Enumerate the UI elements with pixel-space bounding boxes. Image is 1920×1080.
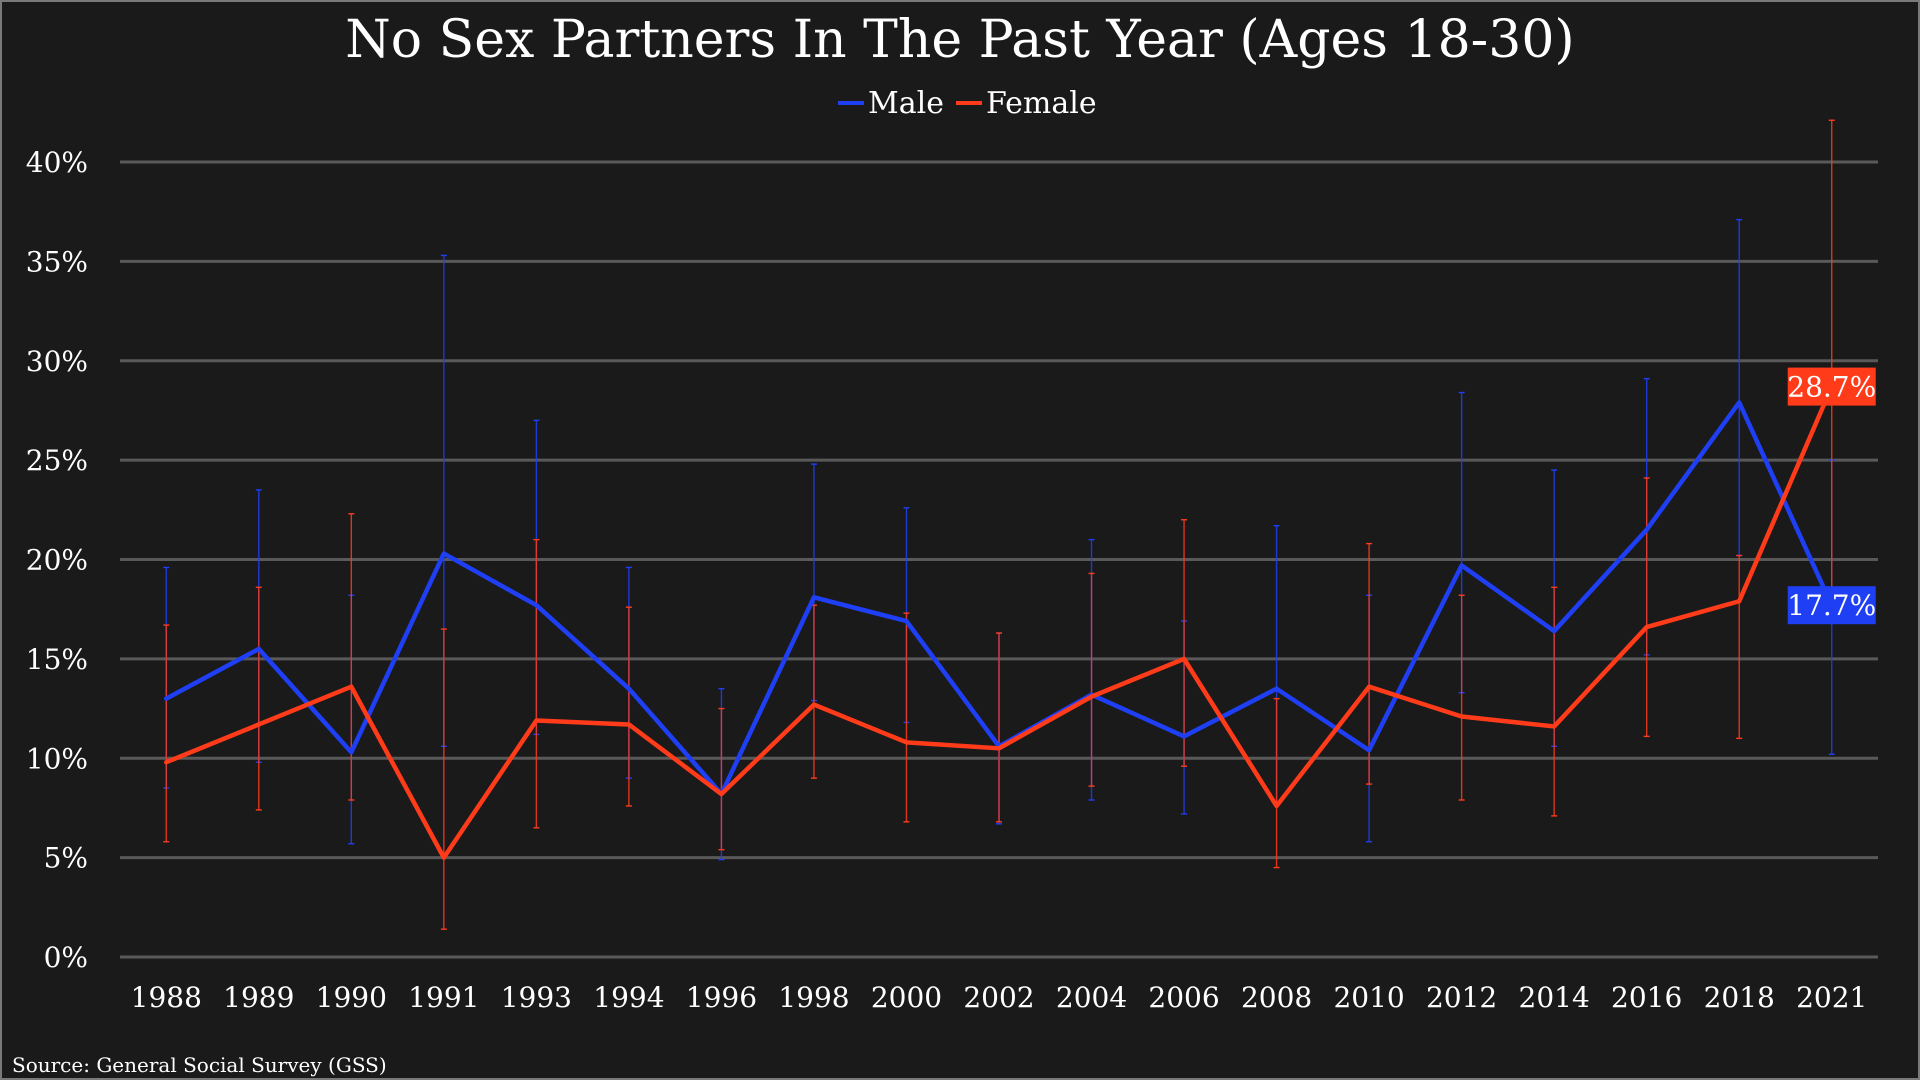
callout-male: 17.7% xyxy=(1787,586,1876,624)
x-tick-label: 2004 xyxy=(1056,981,1127,1014)
legend-label-male: Male xyxy=(868,86,944,121)
x-tick-label: 2008 xyxy=(1241,981,1312,1014)
x-tick-label: 2010 xyxy=(1333,981,1404,1014)
y-tick-label: 40% xyxy=(26,146,88,179)
x-tick-label: 1996 xyxy=(686,981,757,1014)
y-tick-label: 15% xyxy=(26,643,88,676)
grid xyxy=(120,162,1878,957)
x-tick-label: 1988 xyxy=(131,981,202,1014)
y-tick-label: 0% xyxy=(44,941,88,974)
y-tick-label: 25% xyxy=(26,444,88,477)
x-tick-label: 2012 xyxy=(1426,981,1497,1014)
x-tick-label: 1991 xyxy=(408,981,479,1014)
source-note: Source: General Social Survey (GSS) xyxy=(12,1053,387,1077)
x-tick-label: 1990 xyxy=(316,981,387,1014)
x-tick-label: 1993 xyxy=(501,981,572,1014)
x-tick-label: 1998 xyxy=(778,981,849,1014)
error-bars xyxy=(163,120,1834,929)
x-tick-label: 1994 xyxy=(593,981,664,1014)
x-tick-label: 2014 xyxy=(1519,981,1590,1014)
x-tick-label: 2002 xyxy=(963,981,1034,1014)
y-axis: 0% 5% 10% 15% 20% 25% 30% 35% 40% xyxy=(26,146,88,974)
y-tick-label: 5% xyxy=(44,842,88,875)
legend-label-female: Female xyxy=(986,86,1097,121)
chart-frame: No Sex Partners In The Past Year (Ages 1… xyxy=(0,0,1920,1080)
x-tick-label: 2021 xyxy=(1796,981,1867,1014)
callout-female: 28.7% xyxy=(1787,368,1876,406)
y-tick-label: 10% xyxy=(26,742,88,775)
y-tick-label: 30% xyxy=(26,345,88,378)
x-tick-label: 1989 xyxy=(223,981,294,1014)
x-axis: 1988 1989 1990 1991 1993 1994 1996 1998 2000 2002… xyxy=(131,981,1868,1014)
x-tick-label: 2018 xyxy=(1704,981,1775,1014)
chart-title: No Sex Partners In The Past Year (Ages 1… xyxy=(345,10,1574,70)
x-tick-label: 2016 xyxy=(1611,981,1682,1014)
x-tick-label: 2006 xyxy=(1148,981,1219,1014)
callout-label-female: 28.7% xyxy=(1787,371,1876,404)
x-tick-label: 2000 xyxy=(871,981,942,1014)
callout-label-male: 17.7% xyxy=(1787,589,1876,622)
line-chart: No Sex Partners In The Past Year (Ages 1… xyxy=(2,2,1918,1078)
y-tick-label: 20% xyxy=(26,544,88,577)
legend: Male Female xyxy=(838,86,1097,121)
y-tick-label: 35% xyxy=(26,245,88,278)
